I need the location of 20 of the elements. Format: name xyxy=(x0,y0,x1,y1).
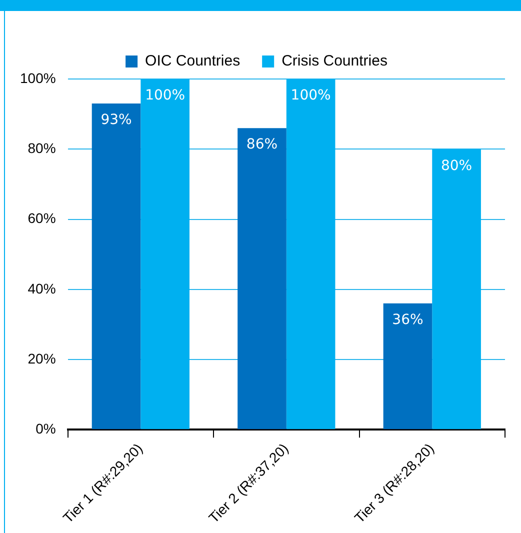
bar xyxy=(140,79,190,430)
bar xyxy=(383,303,432,430)
bar xyxy=(432,149,481,430)
data-label: 36% xyxy=(392,312,424,328)
y-tick-label: 60% xyxy=(28,210,56,226)
data-label: 86% xyxy=(246,136,278,153)
data-label: 100% xyxy=(290,88,331,104)
y-tick-label: 100% xyxy=(20,70,56,86)
y-tick-label: 80% xyxy=(28,140,56,156)
legend-label: Crisis Countries xyxy=(282,52,388,70)
data-label: 80% xyxy=(440,158,472,174)
data-label: 100% xyxy=(145,88,186,104)
bar xyxy=(92,104,141,430)
data-label: 93% xyxy=(100,112,132,128)
bar xyxy=(286,79,336,430)
y-tick-label: 0% xyxy=(36,420,56,437)
legend-label: OIC Countries xyxy=(145,52,240,70)
y-tick-label: 40% xyxy=(28,280,56,296)
y-tick-label: 20% xyxy=(28,350,56,366)
bar xyxy=(238,128,286,430)
